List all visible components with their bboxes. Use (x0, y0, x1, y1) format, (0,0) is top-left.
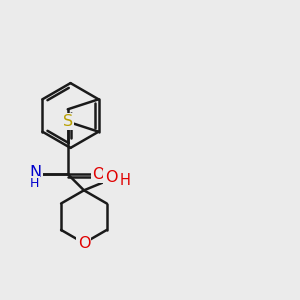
Text: N: N (29, 165, 41, 180)
Text: H: H (119, 173, 130, 188)
Text: S: S (63, 114, 73, 129)
Text: O: O (78, 236, 90, 250)
Text: H: H (30, 177, 39, 190)
Text: O: O (92, 167, 105, 182)
Text: O: O (105, 170, 117, 185)
